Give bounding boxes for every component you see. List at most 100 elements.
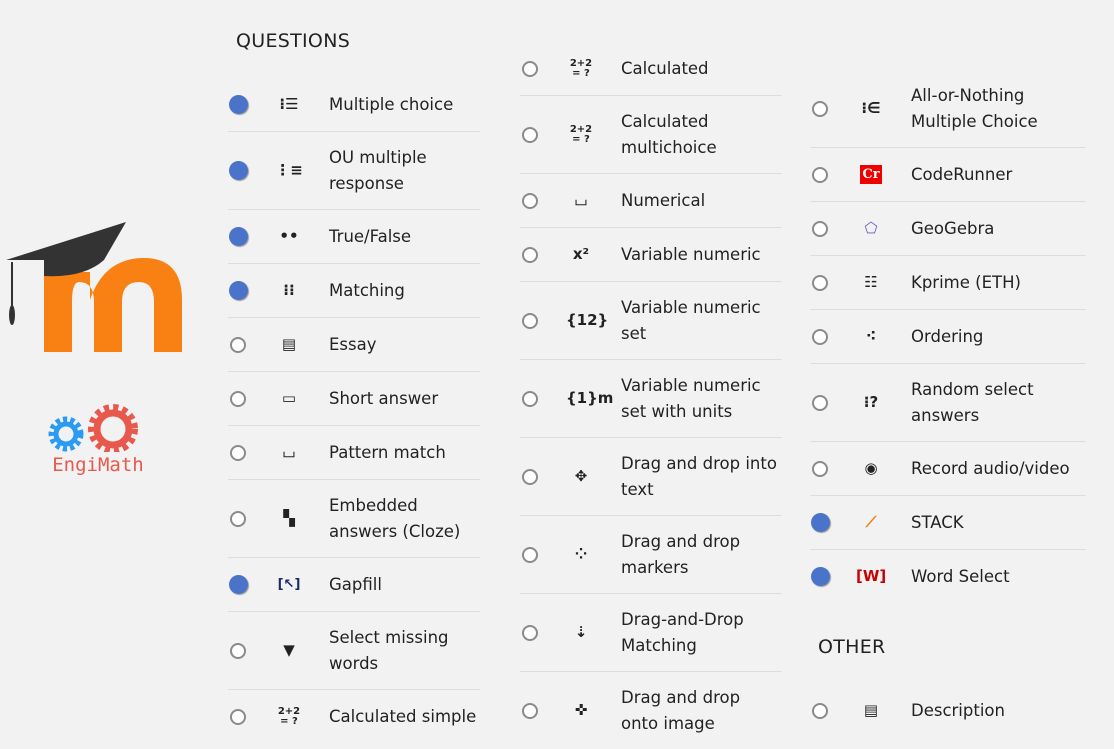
ordering-icon: ⁖	[865, 327, 877, 345]
radio-unselected[interactable]	[522, 390, 538, 407]
calculator-icon: 2+2 = ?	[569, 57, 593, 79]
word-select-icon: [W]	[856, 567, 887, 585]
question-type-option[interactable]: ⁖ Ordering	[810, 310, 1086, 364]
radio-selected[interactable]	[811, 567, 830, 586]
option-label: OU multiple response	[329, 147, 427, 193]
option-label: Multiple choice	[329, 94, 454, 114]
radio-unselected[interactable]	[230, 510, 246, 527]
numerical-icon: ⌴	[574, 191, 587, 209]
radio-unselected[interactable]	[522, 192, 538, 209]
question-type-option[interactable]: ⬠ GeoGebra	[810, 202, 1086, 256]
option-label: Embedded answers (Cloze)	[329, 495, 461, 541]
question-type-option[interactable]: ⌴ Pattern match	[228, 426, 480, 480]
question-type-option[interactable]: ⋮≡ OU multiple response	[228, 132, 480, 210]
calculator-icon: 2+2 = ?	[277, 705, 301, 727]
random-icon: ⁝?	[863, 393, 879, 411]
question-type-option[interactable]: x² Variable numeric	[520, 228, 782, 282]
question-type-option[interactable]: ▚ Embedded answers (Cloze)	[228, 480, 480, 558]
option-label: All-or-Nothing Multiple Choice	[911, 85, 1038, 131]
question-type-option[interactable]: ⇣ Drag-and-Drop Matching	[520, 594, 782, 672]
question-type-option[interactable]: ⁝⁝ Matching	[228, 264, 480, 318]
question-type-option[interactable]: ◉ Record audio/video	[810, 442, 1086, 496]
moodle-logo	[6, 222, 182, 352]
move-icon: ✥	[574, 467, 588, 485]
radio-selected[interactable]	[229, 281, 248, 300]
radio-unselected[interactable]	[812, 460, 828, 477]
question-type-option[interactable]: 2+2 = ? Calculated multichoice	[520, 96, 782, 174]
radio-unselected[interactable]	[230, 390, 246, 407]
radio-selected[interactable]	[229, 227, 248, 246]
question-type-option[interactable]: 2+2 = ? Calculated simple	[228, 690, 480, 743]
move-arrows-icon: ✜	[574, 701, 588, 719]
option-label: STACK	[911, 512, 964, 532]
option-label: GeoGebra	[911, 218, 995, 238]
question-type-option[interactable]: •• True/False	[228, 210, 480, 264]
question-type-option[interactable]: ⌴ Numerical	[520, 174, 782, 228]
option-label: Drag and drop markers	[621, 531, 741, 577]
question-type-option[interactable]: ▤ Description	[810, 684, 1086, 737]
question-type-option[interactable]: 2+2 = ? Calculated	[520, 42, 782, 96]
questions-column-2: 2+2 = ? Calculated 2+2 = ? Calculated multich…	[520, 42, 782, 749]
radio-unselected[interactable]	[812, 274, 828, 291]
questions-heading: QUESTIONS	[236, 30, 351, 52]
question-type-option[interactable]: ✥ Drag and drop into text	[520, 438, 782, 516]
question-type-option[interactable]: {12} Variable numeric set	[520, 282, 782, 360]
question-type-option[interactable]: ▤ Essay	[228, 318, 480, 372]
radio-unselected[interactable]	[812, 100, 828, 117]
kprime-icon: ☷	[864, 273, 878, 291]
question-type-option[interactable]: [W] Word Select	[810, 550, 1086, 603]
coderunner-icon: Cr	[860, 165, 882, 184]
radio-unselected[interactable]	[522, 312, 538, 329]
list-icon: ⁝☰	[279, 95, 299, 113]
question-type-option[interactable]: [↖] Gapfill	[228, 558, 480, 612]
radio-unselected[interactable]	[522, 126, 538, 143]
question-type-option[interactable]: ⟋ STACK	[810, 496, 1086, 550]
option-label: Drag and drop into text	[621, 453, 777, 499]
radio-unselected[interactable]	[812, 394, 828, 411]
question-type-option[interactable]: {1}m Variable numeric set with units	[520, 360, 782, 438]
question-type-option[interactable]: ⁝? Random select answers	[810, 364, 1086, 442]
question-type-option[interactable]: ✜ Drag and drop onto image	[520, 672, 782, 749]
option-label: Calculated simple	[329, 706, 477, 726]
question-type-option[interactable]: ▼ Select missing words	[228, 612, 480, 690]
pattern-icon: ⌴	[282, 443, 295, 461]
radio-selected[interactable]	[229, 575, 248, 594]
question-type-option[interactable]: ⁝☰ Multiple choice	[228, 78, 480, 132]
radio-unselected[interactable]	[522, 246, 538, 263]
question-type-option[interactable]: ⁝∈ All-or-Nothing Multiple Choice	[810, 70, 1086, 148]
radio-selected[interactable]	[229, 161, 248, 180]
question-type-option[interactable]: Cr CodeRunner	[810, 148, 1086, 202]
radio-unselected[interactable]	[230, 642, 246, 659]
questions-column-1: ⁝☰ Multiple choice ⋮≡ OU multiple response •…	[228, 78, 480, 743]
option-label: True/False	[329, 226, 412, 246]
question-type-option[interactable]: ⁘ Drag and drop markers	[520, 516, 782, 594]
option-label: Drag and drop onto image	[621, 687, 741, 733]
radio-unselected[interactable]	[522, 702, 538, 719]
question-type-option[interactable]: ▭ Short answer	[228, 372, 480, 426]
radio-unselected[interactable]	[230, 444, 246, 461]
document-icon: ▤	[281, 335, 297, 353]
question-type-option[interactable]: ☷ Kprime (ETH)	[810, 256, 1086, 310]
other-column: ▤ Description	[810, 684, 1086, 737]
option-label: Record audio/video	[911, 458, 1070, 478]
engimath-text: EngiMath	[52, 454, 144, 476]
radio-unselected[interactable]	[812, 702, 828, 719]
radio-unselected[interactable]	[522, 546, 538, 563]
radio-unselected[interactable]	[230, 708, 246, 725]
description-icon: ▤	[863, 701, 879, 719]
radio-selected[interactable]	[229, 95, 248, 114]
radio-selected[interactable]	[811, 513, 830, 532]
radio-unselected[interactable]	[812, 220, 828, 237]
radio-unselected[interactable]	[522, 60, 538, 77]
matching-icon: ⁝⁝	[283, 281, 295, 299]
geogebra-icon: ⬠	[864, 219, 878, 237]
record-icon: ◉	[864, 459, 878, 477]
option-label: Variable numeric set with units	[621, 375, 761, 421]
radio-unselected[interactable]	[812, 166, 828, 183]
option-label: Description	[911, 700, 1005, 720]
radio-unselected[interactable]	[812, 328, 828, 345]
variable-units-icon: {1}m	[566, 389, 614, 407]
radio-unselected[interactable]	[522, 624, 538, 641]
radio-unselected[interactable]	[230, 336, 246, 353]
radio-unselected[interactable]	[522, 468, 538, 485]
